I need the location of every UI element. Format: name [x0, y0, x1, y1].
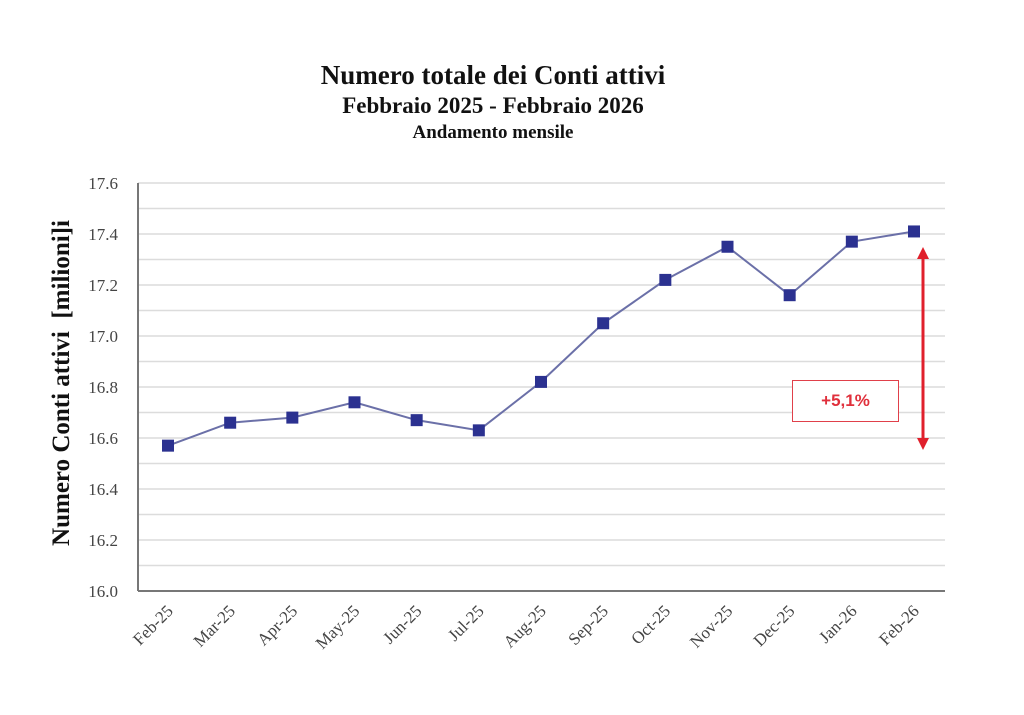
y-tick-label: 17.2 — [88, 276, 118, 295]
y-tick-label: 16.6 — [88, 429, 118, 448]
arrow-head-up-icon — [917, 247, 929, 259]
growth-annotation-box: +5,1% — [792, 380, 899, 422]
y-tick-label: 17.0 — [88, 327, 118, 346]
arrow-head-down-icon — [917, 438, 929, 450]
x-axis-ticks: Feb-25 Mar-25 Apr-25 May-25 Jun-25 Jul-25 Aug-… — [129, 601, 922, 652]
data-point-marker — [472, 424, 485, 437]
y-tick-label: 16.8 — [88, 378, 118, 397]
x-tick-label: May-25 — [312, 601, 363, 652]
data-point-marker — [348, 396, 361, 409]
chart-subtitle-period: Andamento mensile — [412, 122, 574, 143]
data-point-marker — [597, 317, 610, 330]
data-point-marker — [783, 289, 796, 302]
data-point-marker — [721, 240, 734, 253]
x-tick-label: Nov-25 — [686, 601, 736, 651]
data-point-marker — [659, 273, 672, 286]
y-tick-label: 17.6 — [88, 174, 118, 193]
gridlines — [138, 182, 945, 567]
x-tick-label: Dec-25 — [750, 601, 799, 650]
x-tick-label: Feb-25 — [129, 601, 176, 648]
x-tick-label: Sep-25 — [564, 601, 611, 648]
x-tick-label: Feb-26 — [875, 601, 922, 648]
x-tick-label: Aug-25 — [500, 601, 550, 651]
x-tick-label: Mar-25 — [190, 601, 239, 650]
data-point-marker — [286, 411, 299, 424]
chart-title: Numero totale dei Conti attivi — [320, 60, 666, 90]
chart-titles: Numero totale dei Conti attivi Febbraio … — [0, 58, 986, 146]
data-point-marker — [908, 225, 920, 238]
y-tick-label: 16.0 — [88, 582, 118, 601]
data-series — [162, 225, 920, 452]
data-point-marker — [845, 235, 858, 248]
growth-annotation-text: +5,1% — [821, 391, 870, 410]
axes — [137, 183, 945, 592]
data-point-marker — [162, 439, 174, 452]
x-tick-label: Apr-25 — [253, 601, 301, 649]
y-tick-label: 16.4 — [88, 480, 118, 499]
x-tick-label: Jun-25 — [379, 601, 425, 647]
x-tick-label: Jul-25 — [444, 601, 487, 644]
growth-arrow-icon — [917, 247, 929, 450]
data-point-marker — [224, 416, 237, 429]
x-tick-label: Oct-25 — [627, 601, 674, 648]
y-tick-label: 16.2 — [88, 531, 118, 550]
data-point-marker — [410, 414, 423, 427]
data-point-marker — [535, 375, 547, 388]
chart-subtitle: Febbraio 2025 - Febbraio 2026 — [342, 93, 644, 118]
y-axis-ticks: 16.0 16.2 16.4 16.6 16.8 17.0 17.2 17.4 17.6 — [88, 174, 118, 601]
x-tick-label: Jan-26 — [815, 601, 860, 646]
y-tick-label: 17.4 — [88, 225, 118, 244]
